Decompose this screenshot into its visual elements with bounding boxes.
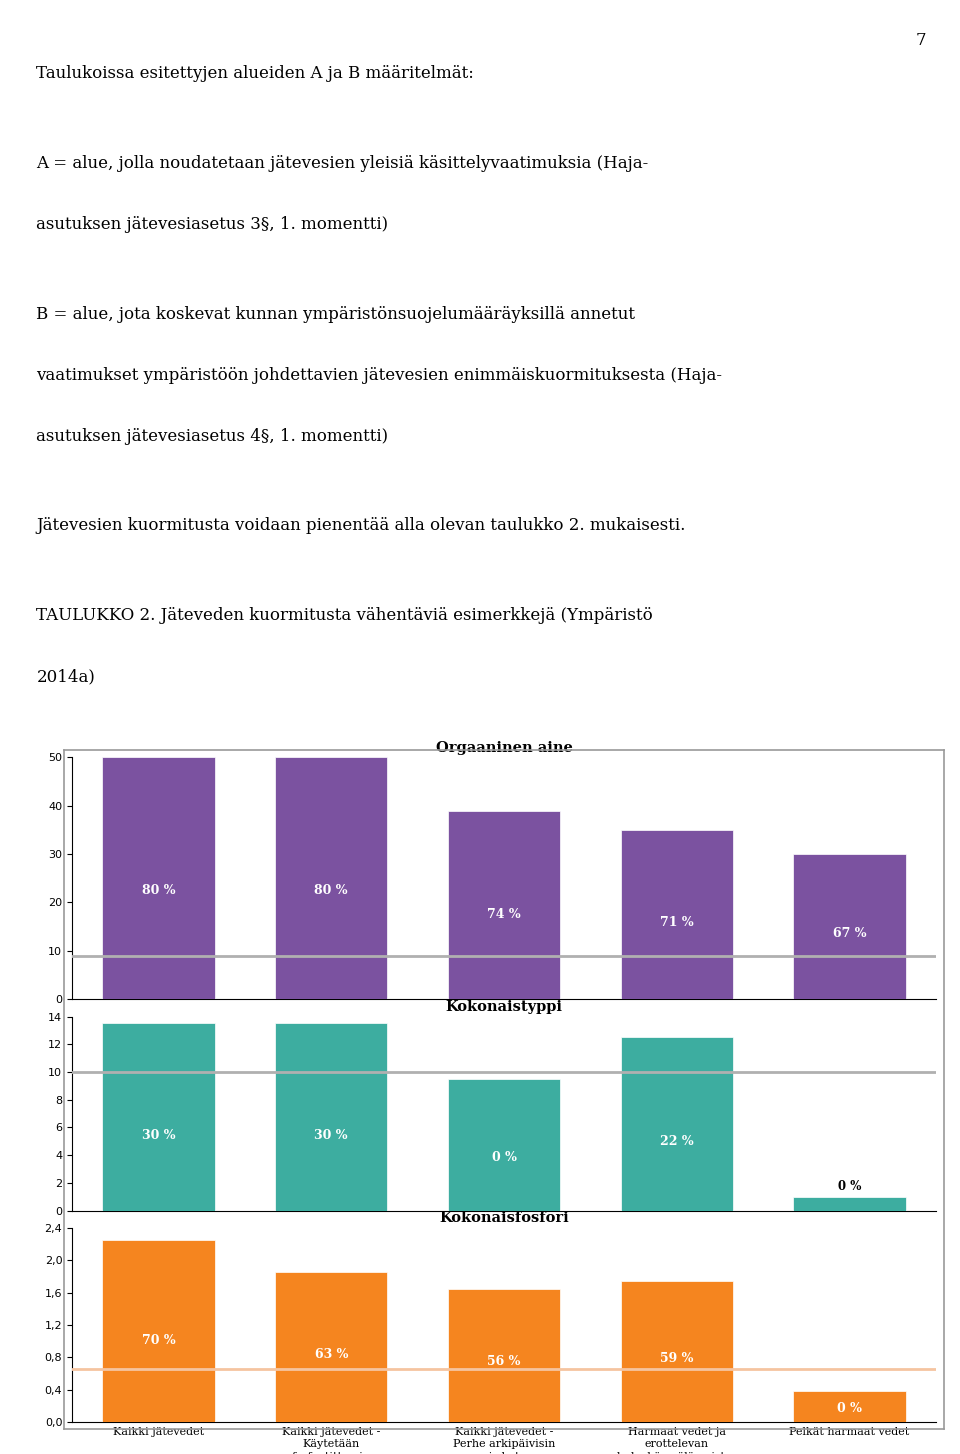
Bar [103,1024,215,1211]
Bar [103,758,215,999]
Bar [620,1281,733,1422]
Bar [276,1024,388,1211]
Title: Orgaaninen aine: Orgaaninen aine [436,742,572,755]
Text: 74 %: 74 % [487,907,521,920]
Text: 70 %: 70 % [141,1333,176,1346]
Bar [620,1037,733,1211]
Bar [620,830,733,999]
Text: 71 %: 71 % [660,916,694,929]
Bar [793,853,906,999]
Bar [447,1079,561,1211]
Text: 59 %: 59 % [660,1352,693,1365]
Bar [793,1391,906,1422]
Text: 80 %: 80 % [142,884,175,897]
Text: 67 %: 67 % [833,928,866,941]
Text: B = alue, jota koskevat kunnan ympäristönsuojelumääräyksillä annetut: B = alue, jota koskevat kunnan ympäristö… [36,305,636,323]
Text: asutuksen jätevesiasetus 4§, 1. momentti): asutuksen jätevesiasetus 4§, 1. momentti… [36,427,389,445]
Text: 0 %: 0 % [492,1152,516,1165]
Text: vaatimukset ympäristöön johdettavien jätevesien enimmäiskuormituksesta (Haja-: vaatimukset ympäristöön johdettavien jät… [36,366,723,384]
Text: 63 %: 63 % [315,1348,348,1361]
Bar [103,1240,215,1422]
Bar [276,1272,388,1422]
Title: Kokonaisfosfori: Kokonaisfosfori [439,1211,569,1226]
Text: asutuksen jätevesiasetus 3§, 1. momentti): asutuksen jätevesiasetus 3§, 1. momentti… [36,217,389,233]
Text: Taulukoissa esitettyjen alueiden A ja B määritelmät:: Taulukoissa esitettyjen alueiden A ja B … [36,65,474,83]
Bar [276,758,388,999]
Title: Kokonaistyppi: Kokonaistyppi [445,1000,563,1013]
Text: 0 %: 0 % [838,1181,861,1194]
Text: 30 %: 30 % [315,1130,348,1143]
Text: 56 %: 56 % [488,1355,520,1368]
Text: 80 %: 80 % [315,884,348,897]
Text: 22 %: 22 % [660,1134,694,1147]
Text: 2014a): 2014a) [36,667,95,685]
Text: A = alue, jolla noudatetaan jätevesien yleisiä käsittelyvaatimuksia (Haja-: A = alue, jolla noudatetaan jätevesien y… [36,156,649,172]
Bar [793,1197,906,1211]
Text: TAULUKKO 2. Jäteveden kuormitusta vähentäviä esimerkkejä (Ympäristö: TAULUKKO 2. Jäteveden kuormitusta vähent… [36,606,653,624]
Text: 30 %: 30 % [142,1130,175,1143]
Text: Jätevesien kuormitusta voidaan pienentää alla olevan taulukko 2. mukaisesti.: Jätevesien kuormitusta voidaan pienentää… [36,518,685,534]
Text: 0 %: 0 % [837,1402,862,1415]
Text: 7: 7 [916,32,926,49]
Bar [447,1288,561,1422]
Bar [447,811,561,999]
